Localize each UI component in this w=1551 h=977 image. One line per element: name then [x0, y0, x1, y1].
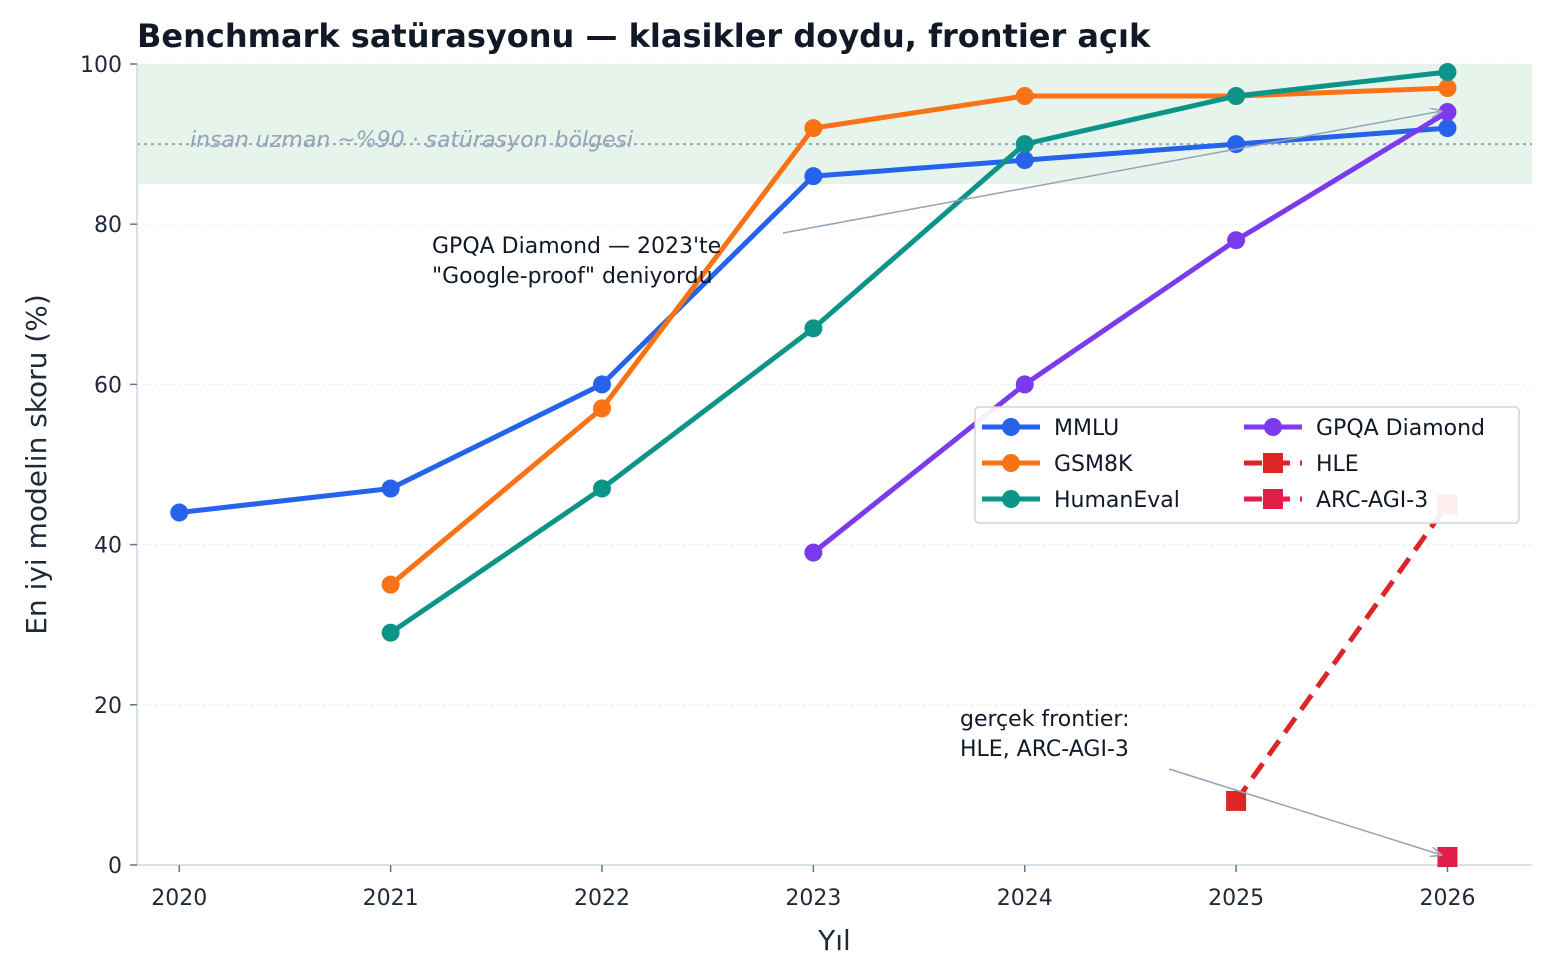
- y-tick-label: 0: [108, 854, 122, 879]
- point-hle: [1226, 790, 1247, 811]
- point-gsm8k: [804, 119, 823, 138]
- point-gsm8k: [1438, 79, 1457, 98]
- point-gpqa-diamond: [1438, 103, 1457, 122]
- point-mmlu: [1438, 119, 1457, 138]
- legend-label-gpqa-diamond: GPQA Diamond: [1316, 416, 1485, 441]
- annotation-frontier-line: HLE, ARC-AGI-3: [960, 737, 1129, 762]
- x-tick-label: 2024: [997, 886, 1053, 911]
- y-axis-label: En iyi modelin skoru (%): [20, 294, 53, 635]
- annotation-gpqa-arrow: [782, 111, 1441, 234]
- x-axis-label: Yıl: [817, 924, 851, 957]
- point-humaneval: [1227, 87, 1246, 106]
- annotation-frontier: gerçek frontier: HLE, ARC-AGI-3: [960, 707, 1129, 762]
- annotation-frontier-arrow: [1168, 768, 1441, 855]
- x-tick-label: 2025: [1208, 886, 1264, 911]
- legend: MMLU GSM8K HumanEval GPQA Diamond HLE ARC-AGI…: [974, 406, 1520, 524]
- series-line-humaneval: [388, 69, 1450, 636]
- legend-marker-gpqa-diamond: [1264, 418, 1282, 436]
- annotation-frontier-line: gerçek frontier:: [960, 707, 1129, 732]
- legend-label-humaneval: HumanEval: [1054, 488, 1180, 513]
- point-mmlu: [381, 479, 400, 498]
- chart-title: Benchmark satürasyonu — klasikler doydu,…: [137, 17, 1151, 55]
- y-tick-label: 100: [80, 53, 122, 78]
- point-humaneval: [1438, 63, 1457, 82]
- point-gpqa-diamond: [1015, 375, 1034, 394]
- legend-marker-hle: [1263, 453, 1283, 473]
- point-mmlu: [593, 375, 611, 394]
- point-humaneval: [804, 319, 823, 338]
- series-line-gsm8k: [388, 85, 1450, 588]
- y-tick-label: 40: [94, 534, 122, 559]
- point-humaneval: [593, 479, 611, 498]
- legend-marker-gsm8k: [1002, 454, 1020, 472]
- plot-area: insan uzman ~%90 · satürasyon bölgesi 0 20…: [80, 53, 1532, 911]
- x-tick-label: 2020: [151, 886, 207, 911]
- series-line-hle: [1234, 503, 1450, 803]
- annotation-gpqa-line: GPQA Diamond — 2023'te: [432, 234, 721, 259]
- point-humaneval: [381, 623, 400, 642]
- y-tick-label: 80: [94, 213, 122, 238]
- x-tick-label: 2023: [785, 886, 841, 911]
- legend-marker-humaneval: [1002, 490, 1020, 508]
- point-gpqa-diamond: [1227, 231, 1246, 250]
- point-gpqa-diamond: [804, 543, 823, 562]
- x-tick-label: 2021: [363, 886, 419, 911]
- point-mmlu: [1015, 151, 1034, 170]
- x-tick-label: 2026: [1419, 886, 1475, 911]
- point-mmlu: [804, 167, 823, 186]
- point-gsm8k: [593, 399, 611, 418]
- point-gsm8k: [381, 575, 400, 594]
- point-gsm8k: [1015, 87, 1034, 106]
- legend-label-mmlu: MMLU: [1054, 416, 1119, 441]
- legend-marker-arc-agi-3: [1263, 489, 1283, 509]
- human-expert-label: insan uzman ~%90 · satürasyon bölgesi: [190, 128, 633, 153]
- point-humaneval: [1015, 135, 1034, 154]
- legend-marker-mmlu: [1002, 418, 1020, 436]
- series-line-gpqa-diamond: [810, 109, 1450, 556]
- annotation-gpqa: GPQA Diamond — 2023'te "Google-proof" den…: [432, 234, 721, 289]
- point-mmlu: [170, 503, 189, 522]
- x-tick-label: 2022: [574, 886, 630, 911]
- legend-label-arc-agi-3: ARC-AGI-3: [1316, 488, 1428, 513]
- y-tick-label: 60: [94, 373, 122, 398]
- point-arc-agi-3: [1437, 846, 1458, 867]
- y-tick-label: 20: [94, 694, 122, 719]
- legend-label-hle: HLE: [1316, 452, 1359, 477]
- legend-label-gsm8k: GSM8K: [1054, 452, 1133, 477]
- annotation-gpqa-line: "Google-proof" deniyordu: [432, 264, 713, 289]
